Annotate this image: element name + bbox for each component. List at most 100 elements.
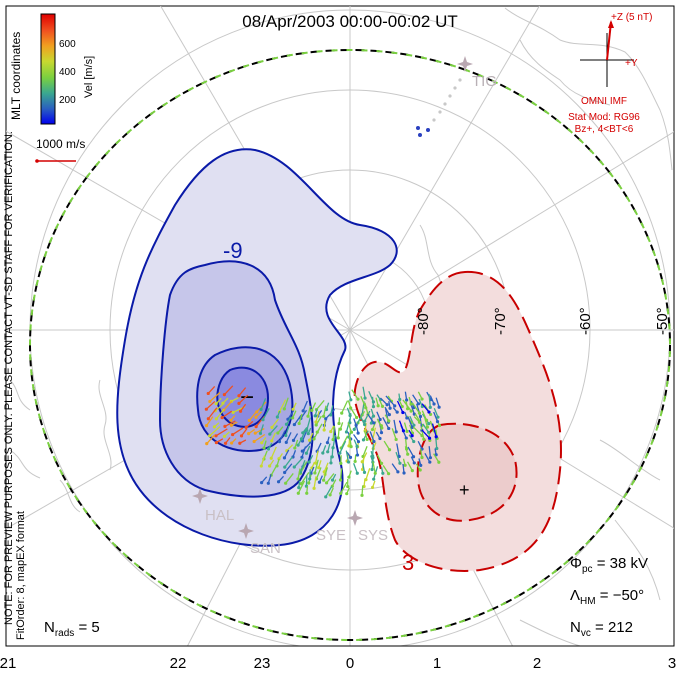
velocity-vector-origin: [326, 450, 330, 454]
velocity-vector-origin: [352, 427, 356, 432]
velocity-vector-origin: [388, 406, 392, 410]
mlt-tick-21: 21: [0, 655, 16, 672]
potential-maximum-marker: +: [459, 480, 470, 500]
velocity-vector-origin: [307, 481, 311, 485]
velocity-vector: [421, 403, 430, 413]
velocity-vector: [340, 435, 349, 449]
velocity-vector-origin: [317, 466, 321, 470]
velocity-vector-origin: [361, 438, 366, 442]
velocity-vector-origin: [325, 441, 330, 445]
velocity-vector: [396, 400, 404, 413]
hm-boundary-latitude: ΛHM = −50°: [570, 587, 644, 607]
velocity-vector-origin: [409, 402, 413, 406]
velocity-vector: [431, 423, 437, 437]
velocity-vector: [223, 385, 234, 396]
velocity-vector-origin: [385, 403, 389, 407]
velocity-vector: [361, 485, 364, 496]
velocity-vector-origin: [387, 419, 391, 423]
velocity-vector: [206, 434, 216, 445]
velocity-vector: [284, 463, 293, 473]
velocity-vector: [405, 438, 408, 450]
velocity-vector: [284, 456, 293, 468]
velocity-vector: [302, 400, 308, 412]
velocity-vector-origin: [394, 430, 398, 434]
velocity-vector-origin: [401, 429, 406, 433]
vector-count: Nvc = 212: [570, 619, 633, 639]
velocity-vector: [421, 410, 428, 421]
preview-note: NOTE: FOR PREVIEW PURPOSES ONLY. PLEASE …: [3, 131, 15, 625]
velocity-vector: [409, 415, 415, 426]
velocity-vector-origin: [275, 415, 279, 419]
lat-label-60: -60°: [577, 307, 594, 335]
velocity-vector-origin: [417, 411, 422, 415]
velocity-vector: [369, 431, 375, 442]
velocity-scale-label: 1000 m/s: [36, 137, 85, 151]
velocity-vector-origin: [222, 434, 227, 438]
velocity-vector-origin: [284, 440, 288, 444]
velocity-vector-origin: [362, 422, 367, 427]
velocity-vector: [223, 400, 233, 411]
velocity-vector: [326, 473, 335, 484]
velocity-vector: [309, 469, 311, 479]
velocity-vector-origin: [312, 437, 316, 441]
velocity-vector: [396, 443, 400, 457]
velocity-vector-origin: [305, 491, 309, 495]
velocity-vector-origin: [428, 460, 432, 464]
velocity-vector: [398, 420, 405, 432]
velocity-vector-origin: [322, 470, 326, 474]
velocity-vector-origin: [208, 434, 212, 438]
imf-model: Stat Mod: RG96: [568, 112, 640, 123]
velocity-vector: [391, 428, 397, 440]
velocity-vector: [322, 405, 327, 417]
velocity-vector: [407, 446, 415, 458]
velocity-vector: [255, 415, 265, 428]
imf-y-label: +Y: [625, 58, 638, 69]
velocity-vector-origin: [418, 468, 422, 472]
velocity-vector: [293, 414, 302, 425]
velocity-vector-origin: [434, 435, 438, 439]
velocity-vector: [331, 446, 334, 457]
velocity-vector: [347, 422, 353, 433]
imf-source: OMNI IMF: [581, 96, 627, 107]
velocity-vector: [278, 430, 286, 442]
velocity-vector-origin: [223, 441, 228, 445]
velocity-vector-origin: [230, 441, 234, 445]
velocity-vector-origin: [393, 404, 397, 408]
velocity-vector-origin: [266, 481, 270, 485]
velocity-vector: [278, 399, 287, 413]
velocity-vector: [385, 395, 396, 407]
velocity-vector-origin: [252, 439, 256, 444]
velocity-vector: [215, 408, 225, 420]
velocity-vector-origin: [370, 485, 375, 490]
tig-scatter-points: [416, 78, 462, 137]
velocity-vector: [341, 400, 349, 414]
velocity-vector-origin: [355, 453, 360, 457]
velocity-vector-origin: [349, 430, 354, 434]
velocity-vector-origin: [321, 451, 325, 455]
velocity-vector: [300, 409, 308, 419]
velocity-vector: [337, 427, 340, 438]
velocity-vector-origin: [212, 425, 217, 429]
velocity-vector-origin: [435, 420, 440, 424]
velocity-vector: [206, 416, 214, 427]
velocity-vector-origin: [291, 407, 295, 412]
velocity-vector-origin: [296, 477, 300, 481]
velocity-vector-origin: [260, 481, 264, 485]
velocity-vector-origin: [307, 460, 311, 464]
velocity-vector: [407, 416, 413, 428]
mlt-tick-0: 0: [346, 655, 354, 672]
velocity-vector-origin: [330, 478, 335, 482]
velocity-vector-origin: [259, 407, 263, 411]
velocity-vector: [270, 446, 277, 459]
velocity-vector-origin: [400, 404, 404, 409]
velocity-vector-origin: [276, 480, 281, 484]
velocity-vector-origin: [376, 404, 380, 408]
radar-stations: TIG HAL SAN SYE SYS: [192, 56, 497, 557]
velocity-vector-origin: [291, 416, 295, 420]
velocity-vector-origin: [419, 463, 423, 468]
velocity-vector-origin: [346, 484, 350, 489]
velocity-vector-origin: [254, 415, 258, 419]
velocity-vector-origin: [308, 477, 312, 481]
velocity-vector-origin: [403, 463, 407, 467]
mlt-tick-23: 23: [254, 655, 271, 672]
